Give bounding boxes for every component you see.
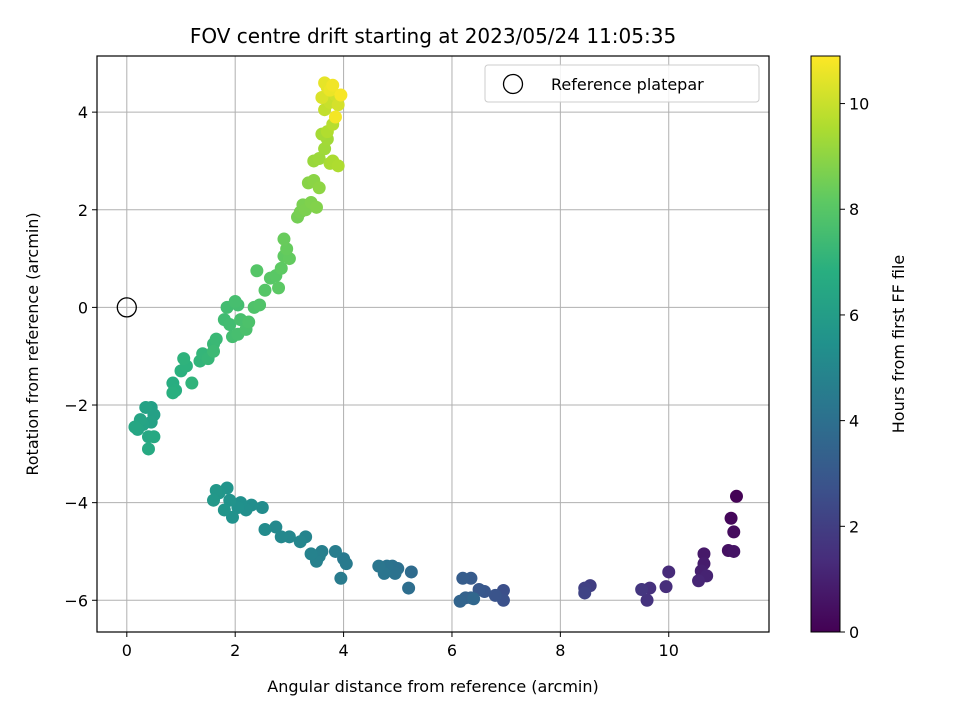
data-point	[272, 281, 286, 295]
y-tick-label: 4	[78, 103, 88, 122]
legend-marker	[502, 73, 524, 95]
data-point	[334, 88, 348, 102]
data-point	[207, 493, 221, 507]
chart-title: FOV centre drift starting at 2023/05/24 …	[190, 24, 676, 48]
reference-point	[116, 297, 137, 318]
data-point	[727, 544, 741, 558]
data-point	[697, 547, 711, 561]
colorbar-tick-label: 0	[849, 623, 859, 642]
data-point	[253, 298, 267, 312]
y-axis-label: Rotation from reference (arcmin)	[23, 212, 42, 475]
data-point	[318, 142, 332, 156]
data-point	[185, 376, 199, 390]
data-point	[578, 586, 592, 600]
colorbar-tick-label: 6	[849, 306, 859, 325]
data-point	[255, 501, 269, 515]
x-tick-label: 6	[447, 641, 457, 660]
y-tick-label: −2	[64, 396, 88, 415]
x-tick-label: 0	[122, 641, 132, 660]
data-point	[727, 525, 741, 539]
data-point	[242, 315, 256, 329]
data-point	[453, 594, 467, 608]
x-axis-ticks: 0 2 4 6 8 10	[122, 632, 679, 660]
x-tick-label: 10	[659, 641, 679, 660]
data-point	[328, 544, 342, 558]
y-tick-label: 0	[78, 298, 88, 317]
data-point	[402, 581, 416, 595]
colorbar-ticks: 0 2 4 6 8 10	[840, 95, 869, 642]
x-tick-label: 8	[555, 641, 565, 660]
data-point	[326, 78, 340, 92]
data-point	[269, 520, 283, 534]
data-point	[147, 430, 161, 444]
data-point	[277, 232, 291, 246]
data-point	[207, 344, 221, 358]
data-point	[312, 152, 326, 166]
data-point	[729, 489, 743, 503]
data-point	[258, 522, 272, 536]
data-point	[250, 264, 264, 278]
data-point	[166, 386, 180, 400]
y-axis-ticks: −6 −4 −2 0 2 4	[64, 103, 97, 610]
data-point	[223, 317, 237, 331]
legend-entry-label: Reference platepar	[551, 75, 704, 94]
data-point	[692, 574, 706, 588]
legend-box	[484, 64, 760, 103]
data-point	[177, 352, 191, 366]
y-tick-label: −4	[64, 494, 88, 513]
colorbar	[810, 55, 841, 633]
data-point	[635, 583, 649, 597]
data-point	[488, 588, 502, 602]
data-point	[659, 580, 673, 594]
data-point	[274, 530, 288, 544]
x-axis-label: Angular distance from reference (arcmin)	[267, 677, 598, 696]
y-tick-label: 2	[78, 201, 88, 220]
data-point	[662, 565, 676, 579]
data-point	[467, 592, 481, 606]
data-point	[404, 565, 418, 579]
colorbar-tick-label: 10	[849, 95, 869, 114]
data-point	[293, 535, 307, 549]
data-point	[640, 593, 654, 607]
x-tick-label: 4	[338, 641, 348, 660]
data-point	[312, 181, 326, 195]
data-point	[217, 503, 231, 517]
data-point	[456, 571, 470, 585]
y-tick-label: −6	[64, 591, 88, 610]
data-points	[116, 76, 743, 608]
x-tick-label: 2	[230, 641, 240, 660]
data-point	[139, 400, 153, 414]
colorbar-tick-label: 4	[849, 412, 859, 431]
data-point	[309, 200, 323, 214]
colorbar-tick-label: 8	[849, 200, 859, 219]
data-point	[328, 110, 342, 124]
data-point	[372, 559, 386, 573]
data-point	[141, 442, 155, 456]
data-point	[280, 242, 294, 256]
data-point	[258, 283, 272, 297]
data-point	[228, 295, 242, 309]
data-point	[209, 483, 223, 497]
colorbar-tick-label: 2	[849, 517, 859, 536]
data-point	[209, 332, 223, 346]
data-point	[724, 511, 738, 525]
data-point	[128, 420, 142, 434]
legend: Reference platepar	[484, 64, 760, 103]
plot-frame	[96, 55, 770, 633]
data-point	[282, 252, 296, 266]
data-point	[334, 571, 348, 585]
grid	[97, 56, 769, 632]
data-point	[274, 261, 288, 275]
data-point	[339, 557, 353, 571]
data-point	[304, 547, 318, 561]
data-point	[331, 98, 345, 112]
data-point	[331, 159, 345, 173]
colorbar-label: Hours from first FF file	[889, 255, 908, 434]
data-point	[223, 493, 237, 507]
